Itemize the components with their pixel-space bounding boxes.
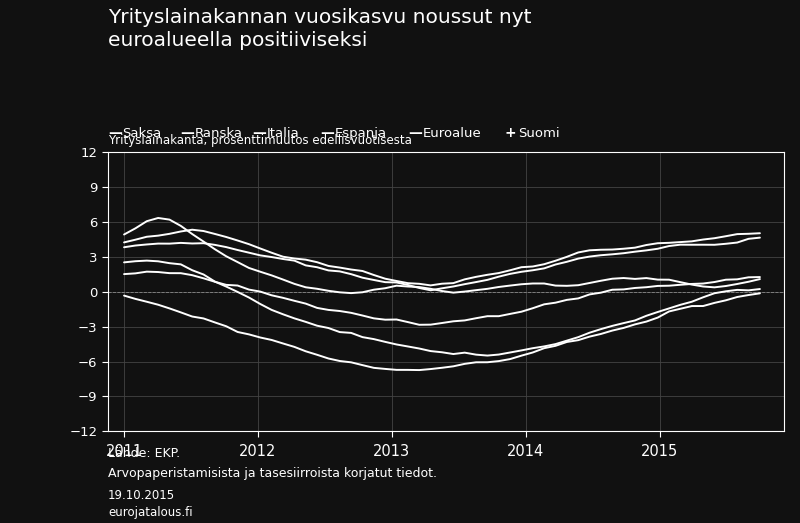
Text: —: — [108, 127, 122, 140]
Text: Saksa: Saksa [122, 127, 162, 140]
Text: Espanja: Espanja [334, 127, 386, 140]
Text: eurojatalous.fi: eurojatalous.fi [108, 506, 193, 519]
Text: Suomi: Suomi [518, 127, 560, 140]
Text: +: + [504, 127, 516, 140]
Text: —: — [320, 127, 334, 140]
Text: Lähde: EKP.: Lähde: EKP. [108, 447, 180, 460]
Text: —: — [180, 127, 194, 140]
Text: Euroalue: Euroalue [422, 127, 481, 140]
Text: Yrityslainakanta, prosenttimuutos edellisvuotisesta: Yrityslainakanta, prosenttimuutos edelli… [108, 134, 412, 147]
Text: Ranska: Ranska [194, 127, 242, 140]
Text: Italia: Italia [266, 127, 299, 140]
Text: —: — [408, 127, 422, 140]
Text: 19.10.2015: 19.10.2015 [108, 489, 175, 502]
Text: —: — [252, 127, 266, 140]
Text: Yrityslainakannan vuosikasvu noussut nyt
euroalueella positiiviseksi: Yrityslainakannan vuosikasvu noussut nyt… [108, 8, 531, 50]
Text: Arvopaperistamisista ja tasesiirroista korjatut tiedot.: Arvopaperistamisista ja tasesiirroista k… [108, 467, 437, 480]
